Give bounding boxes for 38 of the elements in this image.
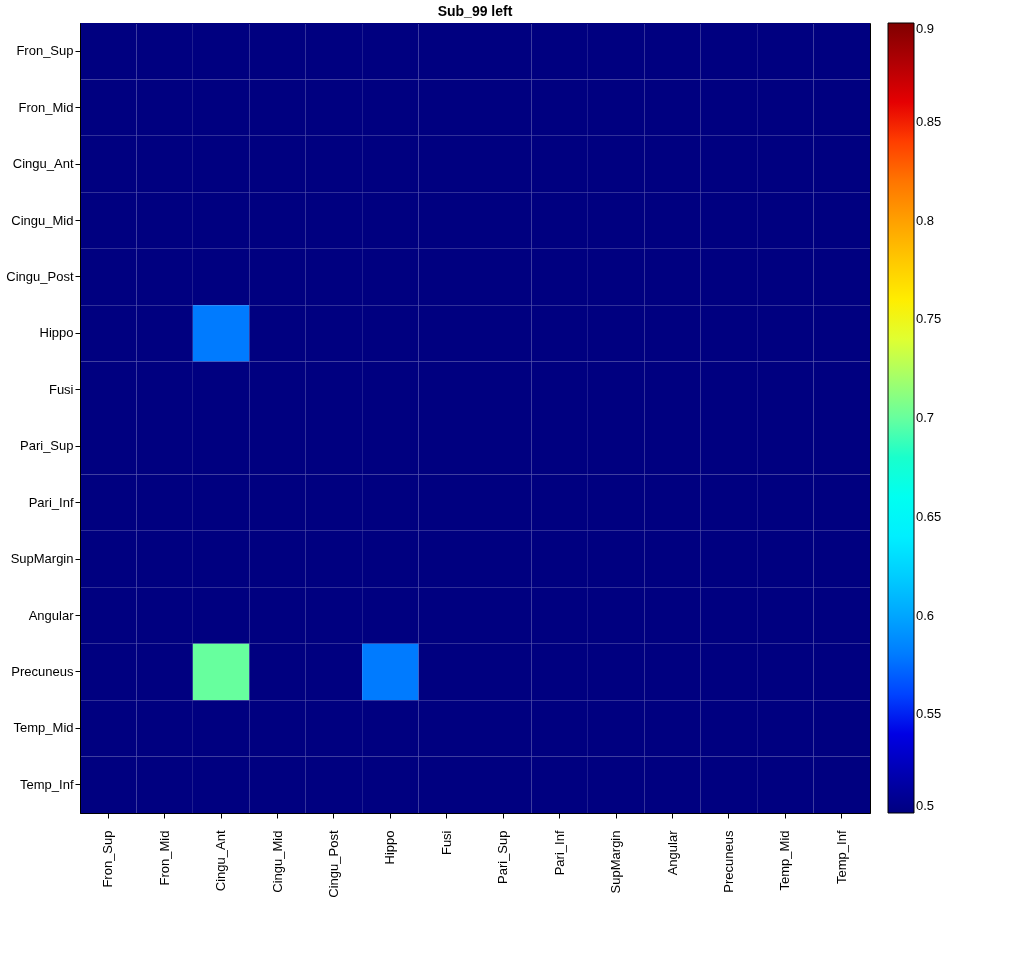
x-tick-label: Fusi: [438, 830, 454, 856]
x-tick-label: Fron_Sup: [100, 830, 116, 888]
y-tick-label: Cingu_Ant: [12, 156, 74, 172]
color-bar-label: 0.9: [916, 21, 935, 36]
color-bar-label: 0.75: [916, 311, 942, 327]
x-tick-label: Cingu_Ant: [213, 830, 229, 892]
y-tick-label: Hippo: [39, 325, 74, 341]
x-tick-label: Temp_Mid: [777, 830, 793, 891]
x-tick-label: SupMargin: [608, 830, 624, 894]
y-tick-label: Temp_Inf: [20, 776, 74, 792]
y-tick-label: Pari_Sup: [20, 438, 74, 454]
x-tick-label: Precuneus: [720, 830, 736, 893]
x-tick-label: Fron_Mid: [156, 830, 172, 886]
color-bar-label: 0.55: [916, 706, 942, 722]
color-bar-label: 0.85: [916, 113, 942, 129]
color-bar-label: 0.6: [916, 607, 935, 623]
y-tick-label: Cingu_Post: [6, 268, 74, 284]
chart-title: Sub_99 left: [437, 3, 513, 19]
x-tick-label: Cingu_Mid: [269, 830, 285, 893]
x-tick-label: Angular: [664, 829, 680, 876]
y-tick-label: Temp_Mid: [13, 720, 74, 736]
y-tick-label: Angular: [28, 607, 75, 623]
color-bar-label: 0.7: [916, 410, 935, 425]
y-tick-label: Pari_Inf: [28, 494, 74, 510]
x-tick-label: Hippo: [382, 830, 398, 865]
y-tick-label: Fron_Sup: [16, 43, 74, 59]
y-tick-label: Precuneus: [11, 663, 74, 679]
x-tick-label: Pari_Sup: [495, 830, 511, 884]
color-bar-label: 0.5: [916, 798, 935, 813]
color-bar-label: 0.65: [916, 508, 942, 524]
y-tick-label: Fusi: [48, 381, 74, 397]
x-tick-label: Cingu_Post: [325, 830, 341, 898]
x-tick-label: Pari_Inf: [551, 830, 567, 876]
y-tick-label: Cingu_Mid: [11, 212, 74, 228]
y-tick-label: SupMargin: [10, 551, 74, 567]
x-tick-label: Temp_Inf: [833, 830, 849, 884]
y-tick-label: Fron_Mid: [18, 99, 74, 115]
color-bar-label: 0.8: [916, 212, 935, 228]
